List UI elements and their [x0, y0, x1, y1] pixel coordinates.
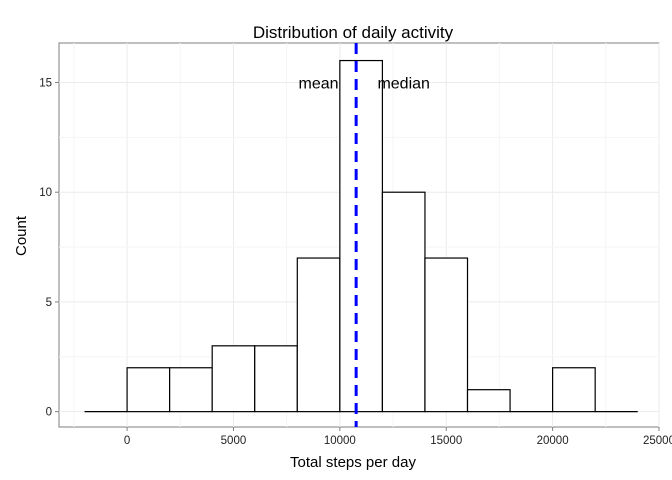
y-tick-label: 10	[39, 187, 52, 199]
y-tick-label: 0	[46, 407, 52, 419]
annotation-labels: mean median	[299, 75, 430, 92]
x-tick-label: 15000	[430, 435, 462, 447]
x-tick-label: 10000	[324, 435, 356, 447]
histogram-bars	[84, 59, 638, 413]
x-tick-label: 5000	[221, 435, 247, 447]
y-tick-label: 5	[46, 297, 52, 309]
y-axis-title: Count	[13, 215, 30, 256]
x-tick-label: 25000	[643, 435, 672, 447]
x-tick-label: 0	[124, 435, 130, 447]
histogram-bar	[381, 191, 426, 413]
histogram-bar	[466, 389, 511, 413]
histogram-bar	[254, 345, 298, 413]
histogram-bar	[296, 257, 341, 413]
y-tick-label: 15	[39, 77, 52, 89]
histogram-bar	[339, 59, 384, 413]
histogram-bar	[126, 367, 171, 413]
chart-title: Distribution of daily activity	[253, 23, 454, 42]
histogram-bar	[211, 345, 256, 413]
annotation-mean: mean	[299, 75, 339, 92]
y-axis-ticks: 0 5 10 15	[39, 77, 59, 419]
histogram-bar	[552, 367, 596, 413]
annotation-median: median	[377, 75, 429, 92]
histogram-bar	[424, 257, 469, 413]
histogram-bar	[169, 367, 213, 413]
x-tick-label: 20000	[537, 435, 569, 447]
x-axis-ticks: 0 5000 10000 15000 20000 25000	[124, 427, 672, 447]
x-axis-title: Total steps per day	[290, 454, 416, 471]
